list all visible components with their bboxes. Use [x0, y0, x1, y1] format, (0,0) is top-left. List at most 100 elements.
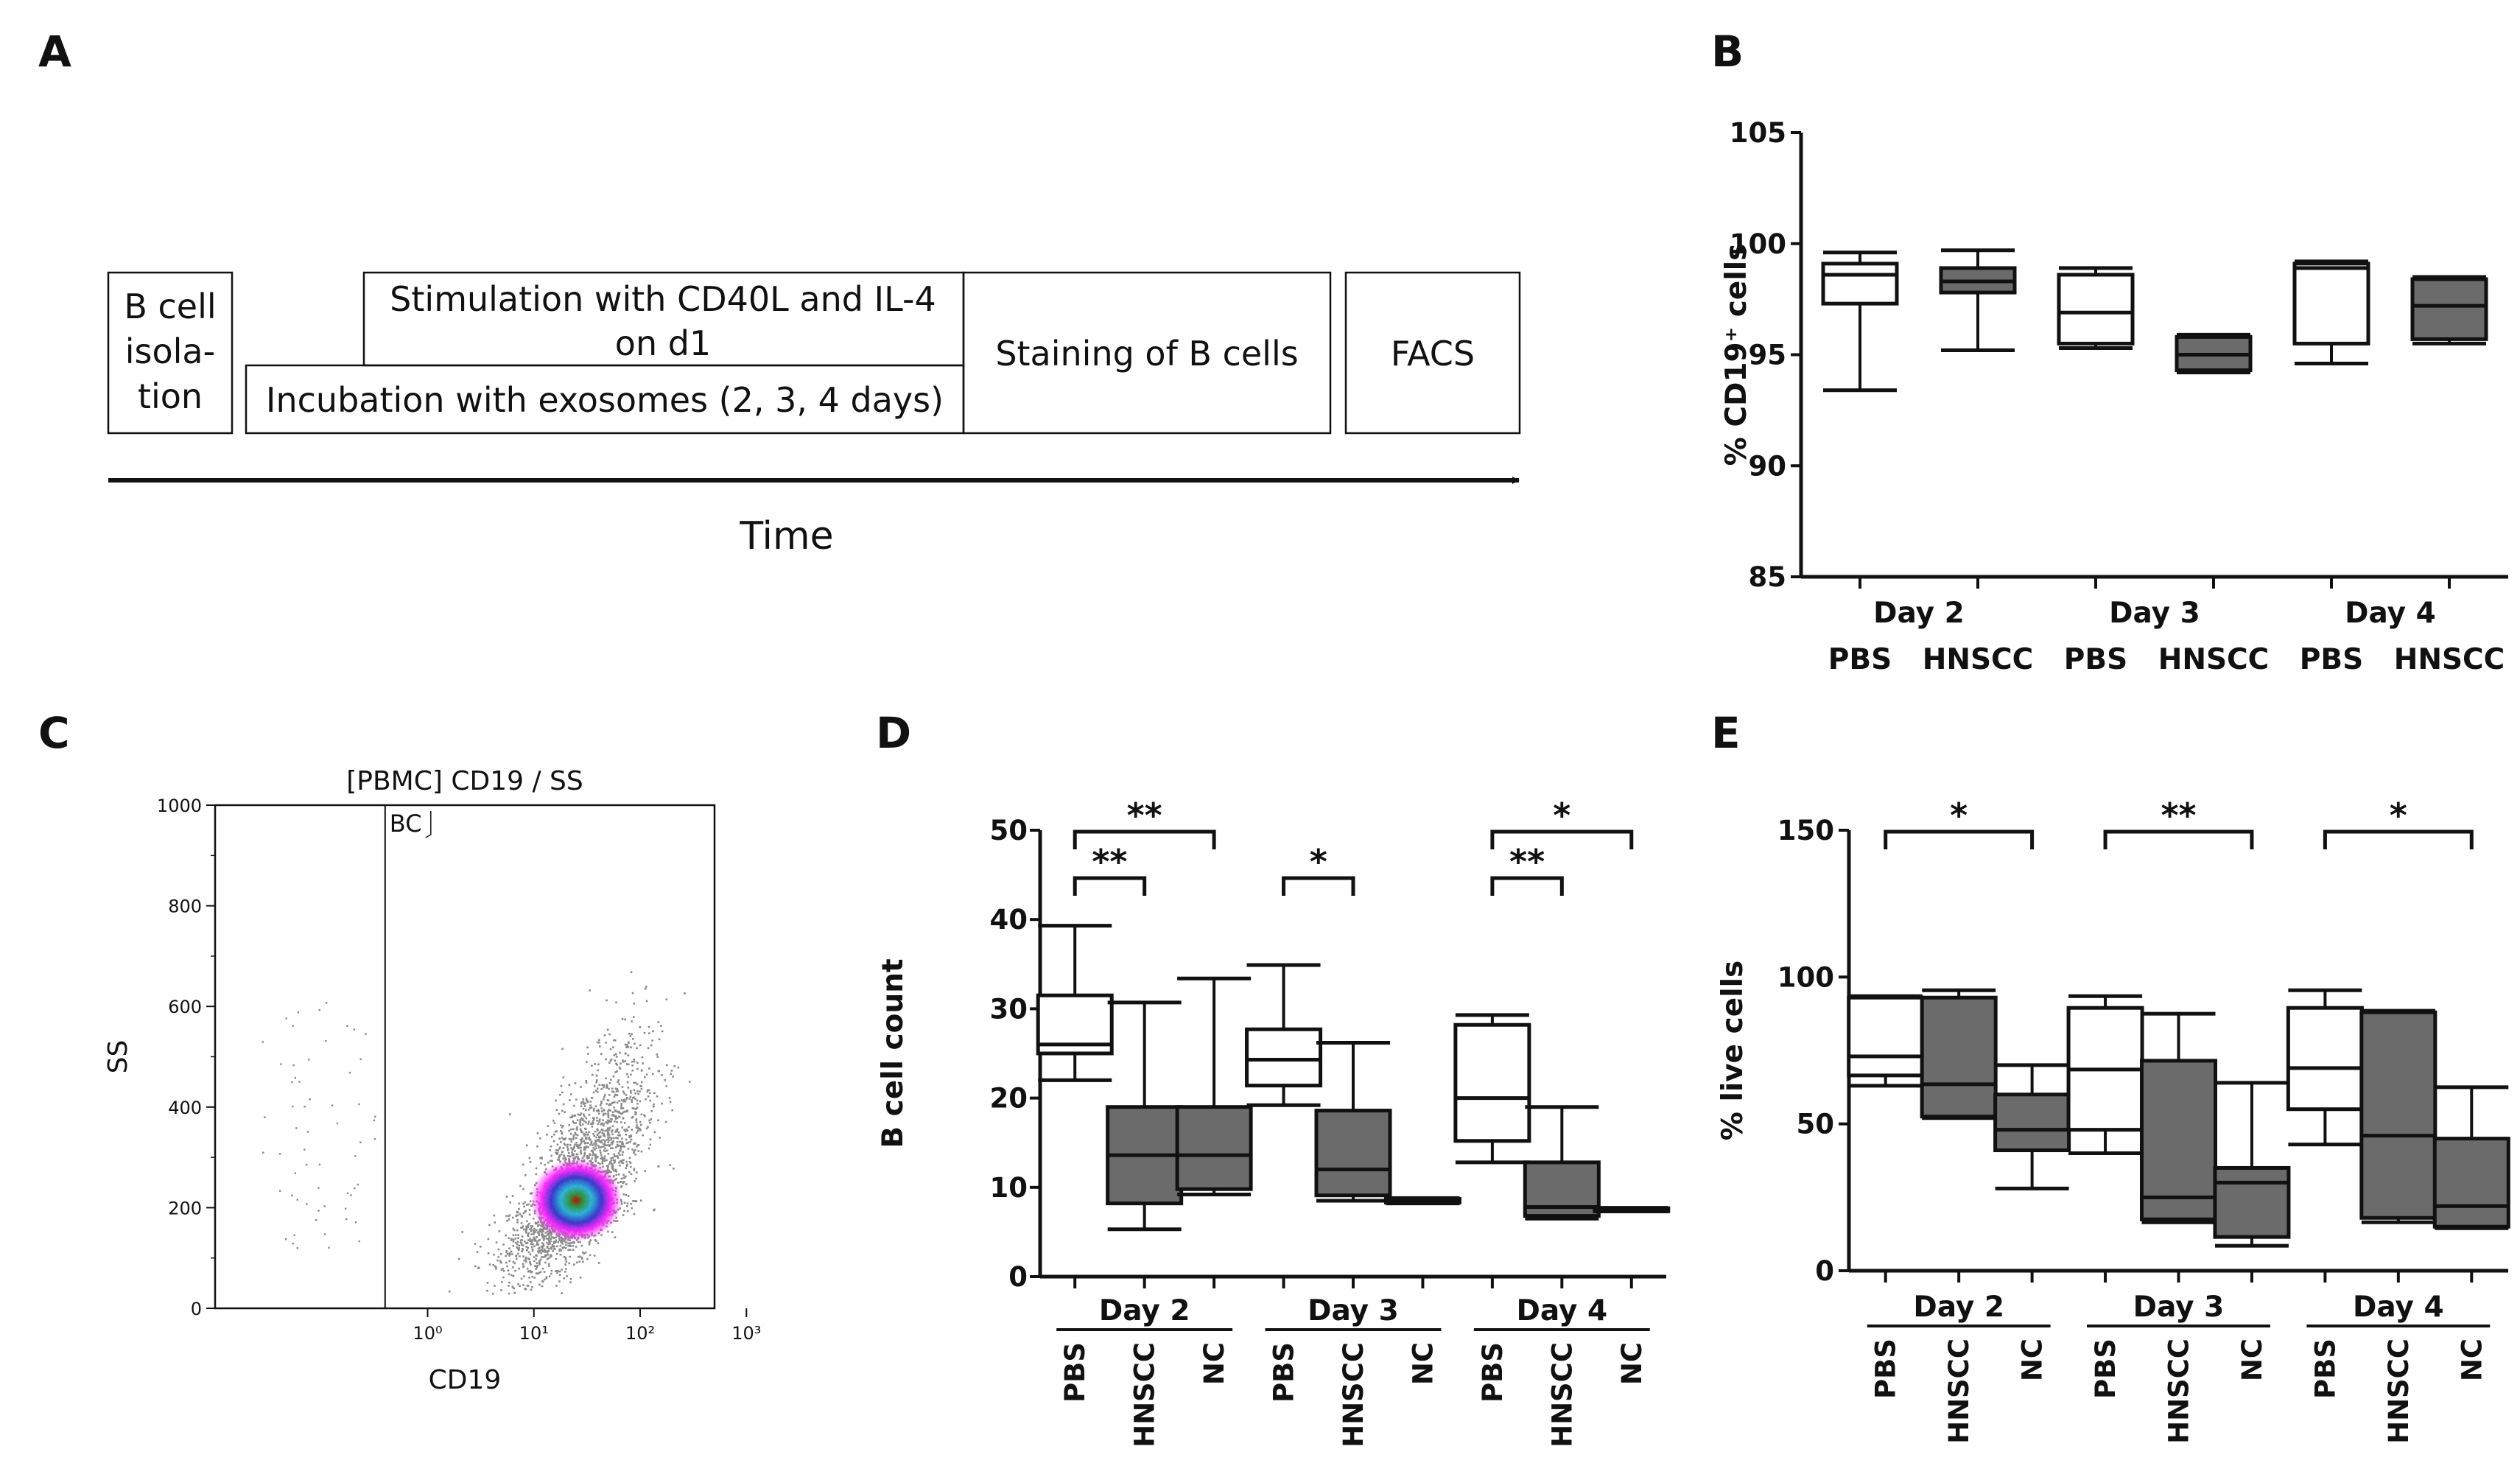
event-dot	[566, 1143, 569, 1146]
event-dot	[521, 1227, 524, 1229]
bracket-line	[1884, 829, 2035, 849]
event-dot	[618, 1066, 621, 1069]
event-dot	[526, 1284, 529, 1287]
event-dot	[579, 1119, 581, 1121]
plot-frame	[214, 804, 716, 1310]
event-dot	[611, 1147, 614, 1149]
event-dot	[566, 1275, 568, 1277]
event-dot	[538, 1260, 541, 1262]
event-dot-negative	[292, 1064, 295, 1067]
event-dot	[607, 1152, 610, 1155]
event-dot	[550, 1154, 552, 1157]
event-dot	[640, 1085, 642, 1087]
event-dot	[525, 1256, 527, 1259]
event-dot	[614, 1236, 617, 1238]
event-dot	[558, 1248, 561, 1251]
event-dot	[531, 1248, 534, 1251]
event-dot	[628, 1157, 631, 1160]
event-dot	[563, 1255, 566, 1258]
event-dot	[572, 1249, 575, 1251]
event-dot	[574, 1143, 576, 1146]
event-dot	[595, 1079, 598, 1081]
event-dot	[603, 1086, 605, 1089]
event-dot	[580, 1244, 583, 1247]
event-dot	[611, 1102, 614, 1105]
event-dot	[665, 998, 668, 1001]
event-dot	[535, 1229, 538, 1232]
event-dot	[622, 1182, 625, 1185]
event-dot	[571, 1115, 574, 1118]
event-dot	[544, 1232, 547, 1234]
event-dot	[505, 1261, 508, 1264]
event-dot	[584, 1252, 587, 1254]
event-dot	[493, 1214, 496, 1217]
event-dot	[649, 1099, 651, 1102]
event-dot	[531, 1275, 534, 1278]
event-dot	[595, 1157, 598, 1159]
event-dot	[597, 1139, 600, 1142]
box-day3-pbs	[1245, 963, 1323, 1107]
event-dot-negative	[346, 1025, 348, 1028]
event-dot	[561, 1247, 564, 1249]
event-dot	[555, 1236, 557, 1239]
event-dot	[562, 1124, 564, 1127]
event-dot	[542, 1228, 544, 1231]
group-label: PBS	[1870, 1339, 1902, 1399]
iqr-box	[1175, 1105, 1253, 1191]
event-dot	[614, 1161, 616, 1163]
event-dot	[508, 1247, 510, 1250]
event-dot	[561, 1137, 564, 1139]
significance-label: *	[1310, 842, 1327, 882]
event-dot	[628, 1134, 631, 1137]
event-dot	[627, 1063, 630, 1066]
event-dot	[611, 1157, 614, 1159]
event-dot	[537, 1250, 539, 1252]
event-dot	[597, 1162, 600, 1164]
event-dot	[529, 1200, 532, 1203]
event-dot	[555, 1099, 557, 1102]
event-dot	[586, 1101, 589, 1104]
event-dot	[538, 1239, 540, 1242]
event-dot	[611, 1114, 614, 1117]
event-dot	[520, 1227, 522, 1229]
event-dot	[569, 1245, 572, 1248]
event-dot	[563, 1246, 565, 1249]
event-dot	[650, 1118, 653, 1120]
event-dot	[517, 1237, 519, 1240]
event-dot	[597, 1242, 600, 1244]
event-dot	[556, 1245, 558, 1248]
event-dot	[603, 1098, 605, 1101]
event-dot	[501, 1281, 503, 1283]
event-dot	[565, 1260, 568, 1263]
event-dot	[544, 1278, 546, 1281]
event-dot	[622, 1151, 624, 1154]
event-dot	[576, 1119, 579, 1121]
event-dot	[572, 1138, 575, 1140]
significance-bracket: *	[1884, 796, 2035, 849]
event-dot	[487, 1238, 490, 1241]
event-dot	[625, 1128, 628, 1131]
event-dot	[625, 1043, 628, 1046]
event-dot	[448, 1290, 451, 1293]
bracket-line	[1490, 829, 1634, 849]
event-dot	[640, 1113, 643, 1116]
event-dot	[617, 1145, 619, 1148]
event-dot	[581, 1118, 584, 1120]
event-dot	[629, 1035, 632, 1037]
event-dot	[551, 1235, 553, 1238]
event-dot	[580, 1152, 583, 1155]
event-dot	[564, 1256, 567, 1259]
event-dot	[583, 1120, 586, 1123]
event-dot	[652, 1073, 654, 1076]
event-dot	[626, 1109, 629, 1112]
event-dot	[547, 1250, 550, 1252]
event-dot	[550, 1272, 552, 1275]
event-dot	[554, 1248, 556, 1250]
event-dot	[502, 1243, 505, 1246]
event-dot	[622, 1162, 624, 1165]
event-dot	[522, 1163, 524, 1166]
event-dot	[522, 1212, 525, 1215]
event-dot	[538, 1283, 541, 1286]
event-dot	[596, 1087, 599, 1090]
event-dot	[565, 1241, 567, 1243]
